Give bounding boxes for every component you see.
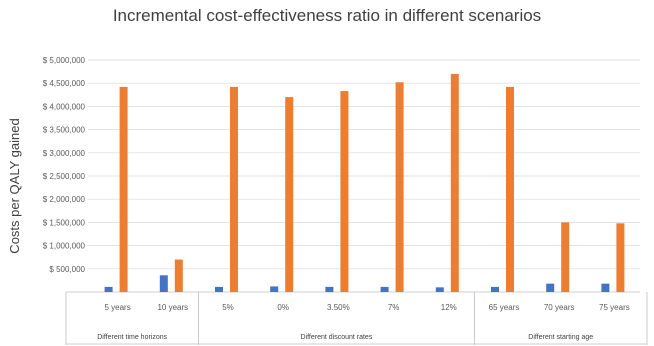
bar — [174, 259, 183, 292]
y-tick-label: $ 4,000,000 — [43, 102, 86, 111]
bar — [119, 86, 128, 292]
y-axis-label: Costs per QALY gained — [7, 118, 22, 253]
y-tick-label: $ 3,000,000 — [43, 149, 86, 158]
x-tick-label: 65 years — [489, 303, 520, 312]
bar — [159, 275, 168, 292]
x-tick-label: 12% — [441, 303, 457, 312]
y-tick-label: $ 2,500,000 — [43, 172, 86, 181]
bar — [340, 91, 349, 292]
x-tick-label: 75 years — [599, 303, 630, 312]
y-tick-label: $ 2,000,000 — [43, 195, 86, 204]
bar — [561, 222, 570, 292]
bar — [450, 73, 459, 292]
x-tick-label: 10 years — [157, 303, 188, 312]
y-tick-label: $ 3,500,000 — [43, 126, 86, 135]
group-label: Different time horizons — [97, 334, 167, 341]
bar — [270, 286, 279, 292]
x-tick-label: 5% — [222, 303, 234, 312]
x-tick-label: 3.50% — [327, 303, 350, 312]
group-label: Different discount rates — [300, 334, 372, 341]
y-tick-label: $ 4,500,000 — [43, 79, 86, 88]
bar — [395, 82, 404, 292]
x-tick-label: 5 years — [104, 303, 130, 312]
x-tick-label: 0% — [277, 303, 289, 312]
bar — [104, 286, 113, 292]
x-tick-label: 70 years — [544, 303, 575, 312]
y-tick-label: $ 1,500,000 — [43, 218, 86, 227]
bar — [380, 286, 389, 292]
bar — [215, 286, 223, 292]
group-label: Different starting age — [528, 334, 593, 341]
y-tick-label: $ 500,000 — [49, 265, 85, 274]
bar — [285, 97, 294, 293]
bar — [616, 223, 625, 292]
bar — [325, 286, 334, 292]
x-tick-label: 7% — [388, 303, 400, 312]
bar — [546, 283, 555, 292]
bar — [491, 286, 499, 292]
bar — [601, 283, 610, 292]
bar — [506, 86, 514, 292]
y-tick-label: $ 5,000,000 — [43, 56, 86, 65]
bar — [230, 86, 238, 292]
bar — [435, 287, 444, 292]
chart-title: Incremental cost-effectiveness ratio in … — [112, 6, 542, 25]
y-tick-label: $ 1,000,000 — [43, 242, 86, 251]
